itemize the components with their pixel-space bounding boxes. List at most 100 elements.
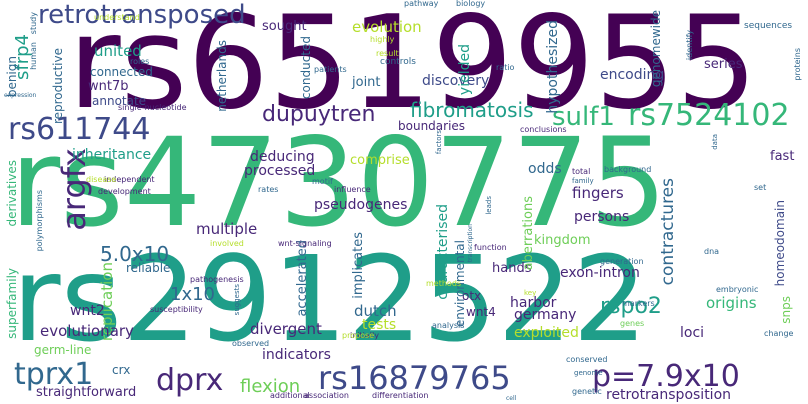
cloud-word: sought (262, 19, 307, 34)
cloud-word: straightforward (36, 385, 137, 400)
cloud-word: tests (362, 317, 397, 333)
cloud-word: human (29, 42, 38, 70)
cloud-word: comprise (350, 153, 410, 168)
cloud-word: methods (426, 279, 462, 288)
cloud-word: implicates (351, 232, 366, 299)
cloud-word: differentiation (372, 391, 429, 400)
cloud-word: hypothesized (545, 20, 561, 114)
cloud-word: additional (270, 391, 310, 400)
cloud-word: single-nucleotide (118, 103, 187, 112)
cloud-word: discovery (422, 73, 490, 89)
cloud-word: generation (600, 257, 644, 266)
cloud-word: disease (86, 175, 117, 184)
cloud-word: analysis (432, 321, 465, 330)
cloud-word: study (29, 12, 38, 35)
cloud-word: sequences (744, 21, 793, 31)
cloud-word: superfamily (5, 268, 19, 339)
cloud-word: indicators (262, 347, 331, 363)
cloud-word: fibromatosis (410, 98, 534, 122)
cloud-word: function (474, 243, 507, 252)
cloud-word: exon-intron (560, 265, 640, 281)
cloud-word: multiple (196, 220, 258, 238)
cloud-word: rs4730775 (10, 112, 668, 254)
cloud-word: ratio (496, 63, 515, 72)
cloud-word: encoding (600, 67, 665, 83)
cloud-word: germ-line (34, 343, 92, 357)
cloud-word: retrotransposition (606, 387, 732, 403)
cloud-word: series (704, 57, 743, 72)
cloud-word: initially (350, 331, 379, 340)
cloud-word: accelerated (295, 240, 310, 317)
cloud-word: patients (314, 65, 347, 74)
cloud-word: markers (622, 299, 655, 308)
cloud-word: exploited (514, 325, 579, 341)
cloud-word: polymorphisms (35, 190, 44, 252)
cloud-word: wnt2 (70, 303, 105, 319)
cloud-word: fingers (572, 184, 624, 202)
cloud-word: development (98, 187, 151, 196)
cloud-word: netherlands (215, 40, 229, 112)
cloud-word: rs16879765 (318, 359, 511, 397)
cloud-word: involved (210, 239, 244, 248)
cloud-word: persons (574, 209, 630, 225)
cloud-word: dutch (354, 302, 397, 320)
cloud-word: reliable (126, 261, 171, 275)
cloud-word: genome (574, 369, 603, 377)
cloud-word: snps (779, 296, 793, 324)
cloud-word: conserved (566, 355, 608, 364)
cloud-word: connected (90, 65, 153, 79)
cloud-word: germany (514, 307, 577, 323)
cloud-word: rs611744 (8, 112, 151, 147)
cloud-word: benign (5, 56, 19, 98)
cloud-word: dprx (156, 363, 224, 398)
cloud-word: key (524, 289, 537, 297)
cloud-word: reproductive (51, 48, 65, 125)
cloud-word: boundaries (398, 119, 466, 133)
cloud-word: otx (462, 289, 482, 303)
cloud-word: expression (4, 92, 37, 99)
cloud-word: annotate (92, 94, 147, 108)
cloud-word: leads (485, 196, 493, 215)
cloud-word: biology (456, 0, 486, 8)
cloud-word: change (764, 329, 794, 338)
cloud-word: dupuytren (262, 102, 376, 127)
cloud-word: data (711, 134, 719, 150)
cloud-word: rs2912522 (12, 230, 648, 368)
cloud-word: united (94, 42, 142, 60)
cloud-word: deducing (250, 149, 315, 165)
cloud-word: evolutionary (40, 322, 134, 340)
cloud-word: influence (334, 185, 371, 194)
cloud-word: background (604, 165, 652, 174)
cloud-word: identify (685, 30, 694, 61)
cloud-word: 5.0x10 (100, 242, 170, 266)
cloud-word: cell (506, 395, 517, 402)
cloud-word: hands (492, 261, 532, 276)
cloud-word: kingdom (534, 233, 591, 248)
cloud-word: fast (770, 149, 795, 164)
cloud-word: harbor (510, 295, 557, 311)
cloud-word: origins (706, 294, 757, 312)
cloud-word: pathogenesis (190, 275, 244, 284)
cloud-word: rates (258, 185, 279, 194)
cloud-word: set (754, 183, 767, 192)
cloud-word: 1x10 (170, 284, 216, 305)
cloud-word: result (376, 49, 399, 58)
cloud-word: sulf1 (552, 102, 615, 132)
cloud-word: contractures (658, 178, 678, 286)
cloud-word: genetic (572, 387, 602, 396)
cloud-word: derivatives (5, 160, 19, 227)
cloud-word: association (304, 391, 349, 400)
cloud-word: pathway (404, 0, 439, 8)
cloud-word: tprx1 (14, 357, 94, 392)
cloud-word: understand (94, 13, 140, 22)
cloud-word: joint (352, 75, 381, 90)
cloud-word: odds (528, 161, 562, 177)
cloud-word: homeodomain (773, 200, 787, 287)
cloud-word: genomewide (649, 10, 663, 88)
cloud-word: wnt4 (466, 305, 496, 319)
cloud-word: loci (680, 325, 705, 341)
cloud-word: controls (380, 57, 416, 67)
cloud-word: proteins (793, 48, 802, 81)
cloud-word: wnt-signaling (278, 239, 332, 248)
